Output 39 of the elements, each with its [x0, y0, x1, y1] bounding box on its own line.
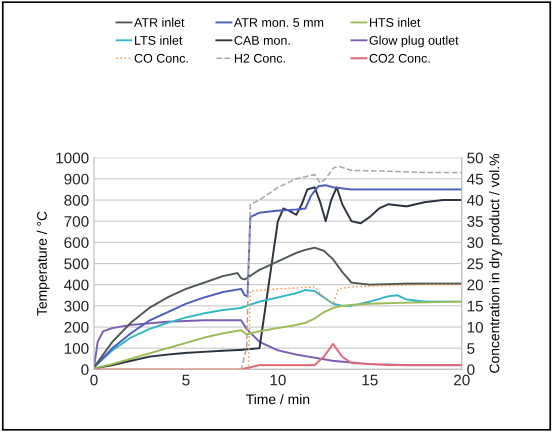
- y-tick-label: 900: [64, 174, 89, 185]
- y2-tick-label: 45: [466, 174, 483, 185]
- legend-label: HTS inlet: [370, 18, 420, 27]
- y2-tick-label: 20: [467, 280, 484, 290]
- legend-label: CO2 Conc.: [370, 54, 430, 63]
- y2-tick-label: 30: [467, 237, 484, 248]
- y2-tick-label: 5: [467, 343, 474, 354]
- y-tick-label: 400: [64, 280, 89, 290]
- y-tick-label: 100: [64, 343, 89, 354]
- y-axis-title: Temperature / °C: [36, 211, 50, 316]
- y2-tick-label: 15: [468, 300, 483, 312]
- y2-tick-label: 50: [467, 152, 484, 164]
- x-tick-label: 0: [90, 374, 98, 386]
- x-tick-label: 5: [182, 374, 190, 386]
- legend-label: CO Conc.: [134, 54, 188, 63]
- x-tick-label: 20: [454, 374, 470, 386]
- legend-label: ATR inlet: [134, 18, 184, 27]
- legend-label: H2 Conc.: [234, 54, 285, 63]
- legend-label: Glow plug outlet: [370, 36, 459, 48]
- y-tick-label: 300: [64, 300, 89, 312]
- y-tick-label: 800: [64, 194, 89, 206]
- legend-label: ATR mon. 5 mm: [234, 18, 324, 27]
- y2-tick-label: 10: [468, 322, 484, 333]
- y-tick-label: 1000: [56, 152, 89, 164]
- y2-tick-label: 35: [467, 216, 483, 227]
- legend-label: LTS inlet: [135, 36, 182, 45]
- y-tick-label: 600: [64, 237, 89, 248]
- x-tick-label: 10: [270, 374, 286, 386]
- y-tick-label: 700: [64, 216, 89, 227]
- y-tick-label: 500: [64, 258, 89, 270]
- y-tick-label: 200: [64, 322, 89, 333]
- legend-label: CAB mon.: [234, 36, 290, 45]
- x-axis-title: Time / min: [246, 394, 310, 404]
- x-tick-label: 15: [362, 374, 378, 386]
- y-tick-label: 0: [81, 364, 89, 376]
- y2-tick-label: 0: [467, 364, 475, 376]
- y2-tick-label: 25: [467, 258, 483, 270]
- y2-axis-title: Concentration in dry product / vol.%: [489, 154, 502, 373]
- y2-tick-label: 40: [466, 194, 484, 206]
